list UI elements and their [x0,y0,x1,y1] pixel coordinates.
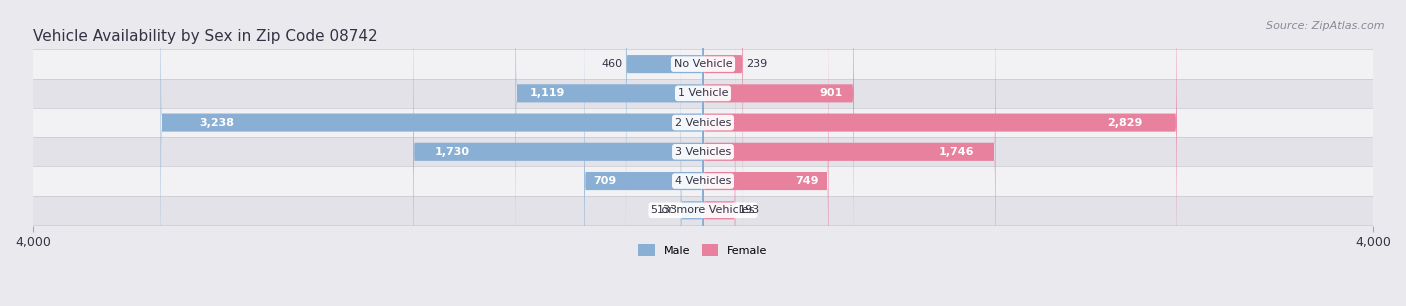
FancyBboxPatch shape [413,0,703,306]
Text: 749: 749 [796,176,818,186]
Text: 3 Vehicles: 3 Vehicles [675,147,731,157]
FancyBboxPatch shape [703,0,742,289]
FancyBboxPatch shape [703,0,828,306]
Text: 4 Vehicles: 4 Vehicles [675,176,731,186]
FancyBboxPatch shape [703,0,853,306]
Text: 901: 901 [820,88,842,98]
Bar [32,166,1374,196]
Bar [32,79,1374,108]
Text: Vehicle Availability by Sex in Zip Code 08742: Vehicle Availability by Sex in Zip Code … [32,29,378,44]
Text: 1 Vehicle: 1 Vehicle [678,88,728,98]
Bar [32,196,1374,225]
Bar [32,108,1374,137]
Text: Source: ZipAtlas.com: Source: ZipAtlas.com [1267,21,1385,32]
Text: 193: 193 [738,205,759,215]
Bar [32,137,1374,166]
Text: 2,829: 2,829 [1108,118,1143,128]
Legend: Male, Female: Male, Female [634,240,772,260]
FancyBboxPatch shape [516,0,703,306]
FancyBboxPatch shape [703,0,995,306]
Text: 709: 709 [593,176,617,186]
Bar [32,50,1374,79]
Text: 2 Vehicles: 2 Vehicles [675,118,731,128]
FancyBboxPatch shape [703,0,735,306]
FancyBboxPatch shape [681,0,703,306]
Text: 1,119: 1,119 [530,88,565,98]
Text: 1,746: 1,746 [939,147,974,157]
FancyBboxPatch shape [703,0,1177,306]
Text: 5 or more Vehicles: 5 or more Vehicles [651,205,755,215]
Text: 239: 239 [747,59,768,69]
Text: 1,730: 1,730 [434,147,470,157]
Text: No Vehicle: No Vehicle [673,59,733,69]
Text: 3,238: 3,238 [200,118,235,128]
FancyBboxPatch shape [626,0,703,289]
FancyBboxPatch shape [160,0,703,306]
Text: 460: 460 [602,59,623,69]
FancyBboxPatch shape [585,0,703,306]
Text: 133: 133 [657,205,678,215]
